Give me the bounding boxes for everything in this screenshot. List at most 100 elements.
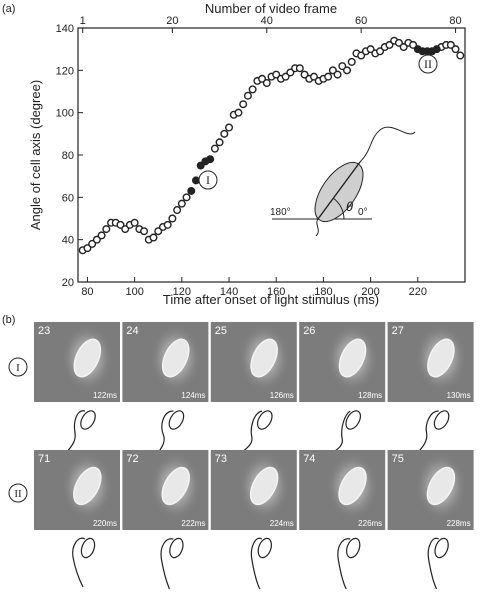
data-point-open: [347, 57, 356, 66]
data-point-open: [163, 220, 172, 229]
data-point-open: [394, 38, 403, 47]
cell-sketch-body: [346, 537, 361, 559]
cell-body: [73, 338, 102, 378]
plot-frame: [77, 27, 466, 283]
data-point-open: [366, 45, 375, 54]
data-point-open: [154, 227, 163, 236]
x-tick-label: 80: [81, 286, 93, 298]
data-point-open: [309, 72, 318, 81]
row-II-label: II: [14, 488, 22, 500]
inset-cell-axis: [317, 161, 361, 220]
angle-inset: θ 180° 0°: [270, 126, 416, 237]
inset-flagellum: [359, 126, 416, 163]
y-tick-label: 80: [62, 150, 74, 162]
y-tick-label: 120: [56, 65, 74, 77]
data-point-open: [357, 51, 366, 60]
frame-time: 128ms: [358, 391, 382, 400]
annotation-circle-II: [418, 54, 438, 74]
data-point-open: [385, 40, 394, 49]
cell-sketch-body: [168, 410, 185, 430]
cell-body: [426, 466, 456, 506]
frame-number: 24: [126, 325, 138, 337]
cell-body: [338, 338, 367, 378]
cell-body: [427, 338, 455, 378]
cell-sketch-flagellum: [72, 537, 86, 588]
data-point-open: [258, 74, 267, 83]
data-point-open: [376, 47, 385, 56]
cell-body: [73, 466, 102, 506]
data-point-open: [451, 45, 460, 54]
data-point-open: [300, 70, 309, 79]
data-point-open: [409, 40, 418, 49]
annotation-label-I: I: [206, 173, 210, 187]
frame-number: 26: [303, 325, 315, 337]
frame-number: 25: [215, 325, 227, 337]
cell-sketch-body: [257, 537, 272, 559]
frame-number: 74: [303, 453, 315, 465]
frame-time: 220ms: [93, 519, 117, 528]
panel-a-label: (a): [2, 3, 15, 15]
micrograph-row-I: I 23 122ms 24 124ms 25 126ms 26 128ms 27 130ms: [8, 322, 474, 464]
data-point-open: [88, 239, 97, 248]
frame-number: 23: [38, 325, 50, 337]
data-point-open: [177, 199, 186, 208]
cell-sketch-body: [256, 410, 273, 430]
data-points: [78, 36, 465, 255]
frame-time: 222ms: [181, 519, 205, 528]
top-x-tick-label: 40: [261, 15, 273, 27]
top-x-tick-label: 60: [355, 15, 367, 27]
annotation-label-II: II: [424, 57, 432, 71]
cell-sketch-flagellum: [427, 537, 439, 590]
cell-body: [250, 338, 278, 378]
data-point-open: [338, 62, 347, 71]
data-point-open: [225, 123, 234, 132]
data-point-open: [140, 227, 149, 236]
data-point-open: [83, 244, 92, 253]
y-tick-label: 140: [56, 23, 74, 35]
cell-sketch-flagellum: [337, 538, 351, 590]
top-x-axis-title: Number of video frame: [205, 1, 337, 16]
data-point-open: [456, 51, 465, 60]
top-x-tick-label: 20: [166, 15, 178, 27]
micrograph-row-II: II 71 220ms 72 222ms 73 224ms 74 226ms 75 228ms: [8, 450, 474, 590]
data-point-open: [272, 70, 281, 79]
data-point-open: [262, 79, 271, 88]
panel-b-label: (b): [2, 314, 15, 326]
cell-sketch-body: [434, 537, 449, 559]
x-tick-label: 220: [409, 286, 427, 298]
frame-time: 228ms: [447, 519, 471, 528]
data-point-open: [220, 129, 229, 138]
cell-sketch-body: [345, 410, 362, 430]
data-point-open: [399, 43, 408, 52]
frame-number: 71: [38, 453, 50, 465]
frame-time: 122ms: [93, 391, 117, 400]
frame-time: 130ms: [447, 391, 471, 400]
cell-sketch-body: [433, 410, 450, 430]
data-point-open: [173, 206, 182, 215]
scale-bar: [40, 539, 60, 543]
data-point-filled: [206, 155, 215, 164]
data-point-open: [333, 70, 342, 79]
inset-theta-label: θ: [346, 199, 353, 214]
cell-body: [161, 466, 190, 506]
data-point-open: [210, 144, 219, 153]
data-point-open: [239, 100, 248, 109]
row-I-label: I: [16, 362, 20, 374]
frame-time: 224ms: [270, 519, 294, 528]
frame-time: 124ms: [181, 391, 205, 400]
y-tick-label: 60: [62, 192, 74, 204]
data-point-open: [215, 138, 224, 147]
data-point-open: [116, 220, 125, 229]
data-point-open: [243, 91, 252, 100]
frame-time: 226ms: [358, 519, 382, 528]
cell-sketch-body: [80, 537, 96, 559]
data-point-open: [328, 66, 337, 75]
inset-tail: [315, 218, 319, 237]
data-point-open: [121, 225, 130, 234]
row-I-marker: [8, 357, 28, 377]
frame-number: 72: [126, 453, 138, 465]
inset-180-label: 180°: [270, 207, 291, 218]
x-tick-label: 100: [125, 286, 143, 298]
y-tick-label: 40: [62, 235, 74, 247]
